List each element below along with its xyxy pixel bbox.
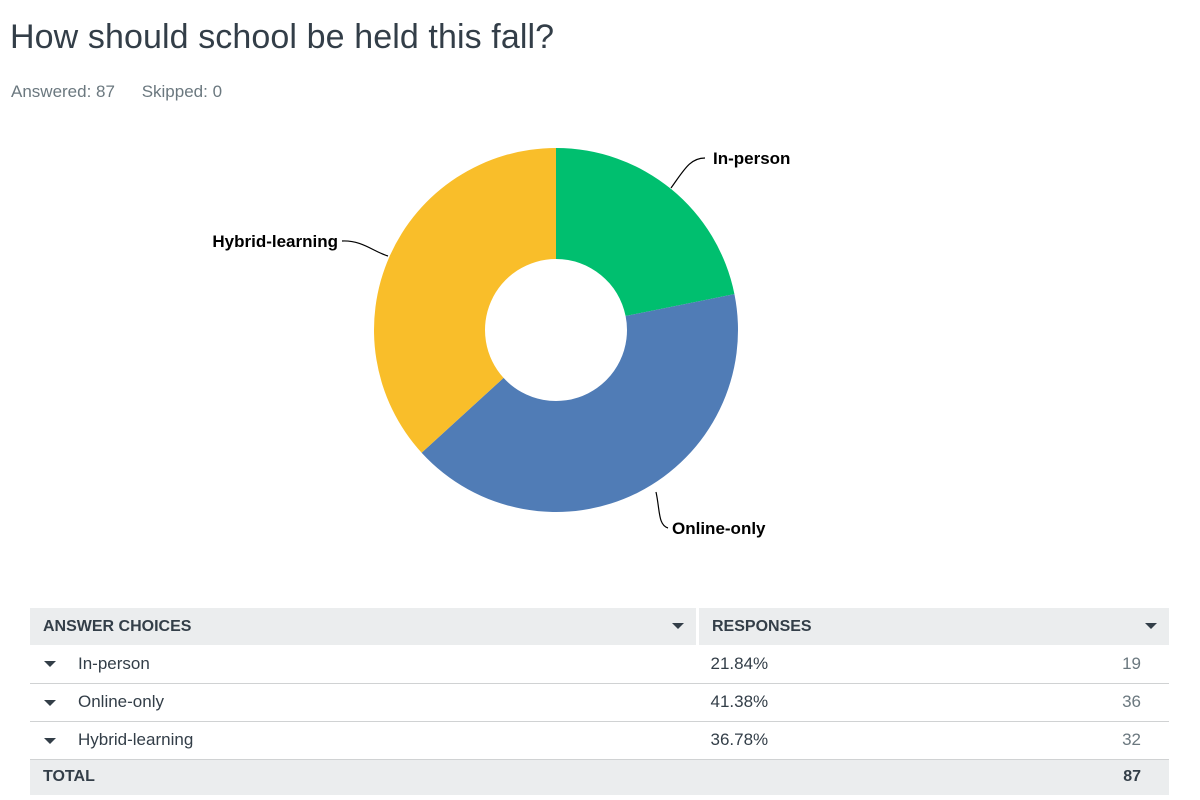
expand-row-icon[interactable] [44, 699, 56, 706]
question-title: How should school be held this fall? [10, 18, 555, 56]
expand-row-icon[interactable] [44, 737, 56, 744]
response-count: 32 [980, 721, 1169, 760]
sort-choices-icon[interactable] [672, 623, 684, 629]
responses-table: ANSWER CHOICES RESPONSES In-person 21.84… [30, 608, 1169, 795]
answered-count: Answered: 87 [11, 82, 115, 101]
slice-online-only[interactable] [421, 294, 738, 512]
slice-label: Online-only [672, 519, 766, 538]
response-count: 19 [980, 645, 1169, 684]
slice-in-person[interactable] [556, 148, 735, 316]
table-row: In-person 21.84% 19 [30, 645, 1169, 684]
total-count: 87 [1123, 768, 1141, 786]
leader-line [670, 157, 706, 189]
skipped-count: Skipped: 0 [141, 82, 223, 101]
choice-label: Hybrid-learning [78, 730, 194, 749]
donut-chart: In-person Online-only Hybrid-learning [212, 148, 790, 538]
choice-label: In-person [78, 653, 150, 673]
slice-hybrid-learning[interactable] [374, 148, 556, 453]
total-label: TOTAL [43, 768, 95, 786]
slice-label: Hybrid-learning [212, 232, 338, 251]
slice-label: In-person [713, 149, 790, 168]
response-summary: Answered: 87 Skipped: 0 [11, 82, 244, 102]
table-row: Hybrid-learning 36.78% 32 [30, 721, 1169, 760]
response-percent: 36.78% [697, 721, 981, 760]
response-percent: 21.84% [697, 645, 981, 684]
choice-label: Online-only [78, 692, 164, 711]
total-row: TOTAL 87 [30, 759, 1169, 795]
leader-line [341, 240, 389, 257]
response-percent: 41.38% [697, 683, 981, 722]
expand-row-icon[interactable] [44, 661, 56, 668]
responses-header[interactable]: RESPONSES [698, 608, 1170, 645]
table-header: ANSWER CHOICES RESPONSES [30, 608, 1169, 645]
response-count: 36 [980, 683, 1169, 722]
sort-responses-icon[interactable] [1145, 623, 1157, 629]
answer-choices-header[interactable]: ANSWER CHOICES [30, 608, 699, 645]
leader-line [655, 491, 669, 529]
table-row: Online-only 41.38% 36 [30, 683, 1169, 722]
